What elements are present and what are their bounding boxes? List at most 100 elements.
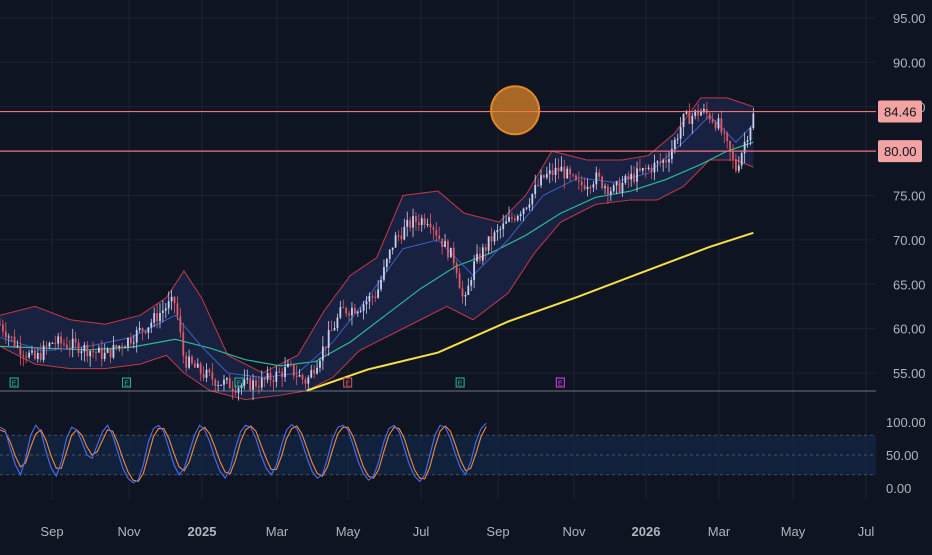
candle-body xyxy=(740,153,743,166)
candle-body xyxy=(115,344,118,348)
candle xyxy=(743,132,746,164)
candle xyxy=(252,374,254,401)
candle xyxy=(121,342,124,356)
candle xyxy=(208,367,211,377)
candle-body xyxy=(260,377,263,388)
candle xyxy=(45,341,48,355)
candle-body xyxy=(732,151,734,160)
candle xyxy=(345,306,348,317)
candle xyxy=(449,247,452,258)
candle xyxy=(697,103,699,122)
candle-body xyxy=(269,372,272,381)
highlight-circle[interactable] xyxy=(490,85,541,136)
stochastic-pane[interactable] xyxy=(0,422,876,484)
candle-body xyxy=(199,363,202,374)
candle-body xyxy=(630,173,633,180)
candle-body xyxy=(319,360,321,368)
stochastic-axis[interactable]: 100.00 50.00 0.00 xyxy=(886,415,926,496)
candle-body xyxy=(540,175,542,186)
time-axis[interactable]: Sep Nov 2025 Mar May Jul Sep Nov 2026 Mar May Jul xyxy=(40,524,874,539)
candle-body xyxy=(493,232,496,242)
candle xyxy=(703,103,705,115)
candle xyxy=(4,322,7,344)
candle-body xyxy=(281,371,284,378)
candle-body xyxy=(545,173,548,178)
candle xyxy=(74,331,77,349)
event-marker-symbol: E xyxy=(12,381,17,388)
candle-body xyxy=(627,175,630,180)
candle-body xyxy=(185,355,188,368)
candle-body xyxy=(316,367,318,374)
event-marker-box xyxy=(122,377,132,388)
price-level-label[interactable]: 84.46 xyxy=(878,100,922,123)
candle-body xyxy=(735,159,737,171)
candle xyxy=(473,254,476,289)
candle-body xyxy=(156,313,158,322)
candle xyxy=(316,361,318,375)
candle-body xyxy=(441,238,444,247)
candle-body xyxy=(191,356,193,364)
event-marker[interactable]: E xyxy=(122,377,132,388)
candle xyxy=(228,374,231,389)
candle xyxy=(394,231,397,248)
event-marker[interactable]: E xyxy=(343,377,353,388)
candle xyxy=(537,178,540,187)
candle-body xyxy=(426,223,429,225)
event-marker[interactable]: E xyxy=(234,377,244,388)
candle-body xyxy=(557,167,560,172)
candle-body xyxy=(31,350,33,353)
candle xyxy=(377,280,380,299)
candle xyxy=(723,127,726,144)
candle xyxy=(572,173,574,178)
candle-body xyxy=(481,247,484,261)
candle xyxy=(481,243,484,265)
price-axis[interactable]: 95.0090.0085.0075.0070.0065.0060.0055.00… xyxy=(878,11,926,381)
event-marker[interactable]: E xyxy=(455,377,465,388)
candle xyxy=(182,322,185,364)
candle-body xyxy=(173,296,176,304)
candle-body xyxy=(589,187,592,189)
candle xyxy=(7,333,10,346)
candle-body xyxy=(16,345,19,347)
candle xyxy=(409,216,412,232)
candle-body xyxy=(289,363,292,365)
candle-body xyxy=(601,176,604,188)
candle-body xyxy=(257,386,260,388)
candle xyxy=(339,300,342,320)
candle xyxy=(100,339,103,367)
candle-body xyxy=(406,220,409,227)
candle xyxy=(319,357,321,373)
candle xyxy=(193,359,196,368)
price-tick-label: 70.00 xyxy=(893,233,926,248)
candle-body xyxy=(124,346,126,348)
candle-body xyxy=(499,229,502,231)
stochastic-d-line xyxy=(0,425,487,483)
candle-body xyxy=(385,258,388,268)
time-tick-label: 2026 xyxy=(632,524,661,539)
candle-body xyxy=(208,369,211,373)
candle-body xyxy=(365,301,368,305)
candle-body xyxy=(167,301,170,309)
candle xyxy=(671,140,673,164)
candle xyxy=(25,351,28,364)
event-marker-box xyxy=(9,377,19,388)
candle xyxy=(662,158,665,172)
candle xyxy=(68,339,71,358)
candle-body xyxy=(409,220,412,228)
candle-body xyxy=(708,113,711,120)
event-marker-symbol: E xyxy=(124,381,129,388)
event-marker[interactable]: E xyxy=(9,377,19,388)
candle xyxy=(455,260,458,279)
price-level-label[interactable]: 80.00 xyxy=(878,140,922,163)
candle xyxy=(461,280,464,304)
candle xyxy=(159,303,161,329)
candle-body xyxy=(720,118,723,133)
candle-body xyxy=(292,364,295,376)
candle-body xyxy=(371,296,374,298)
candle xyxy=(51,341,54,344)
candle xyxy=(336,313,339,332)
event-marker[interactable]: E xyxy=(555,377,565,388)
candle xyxy=(577,171,580,190)
